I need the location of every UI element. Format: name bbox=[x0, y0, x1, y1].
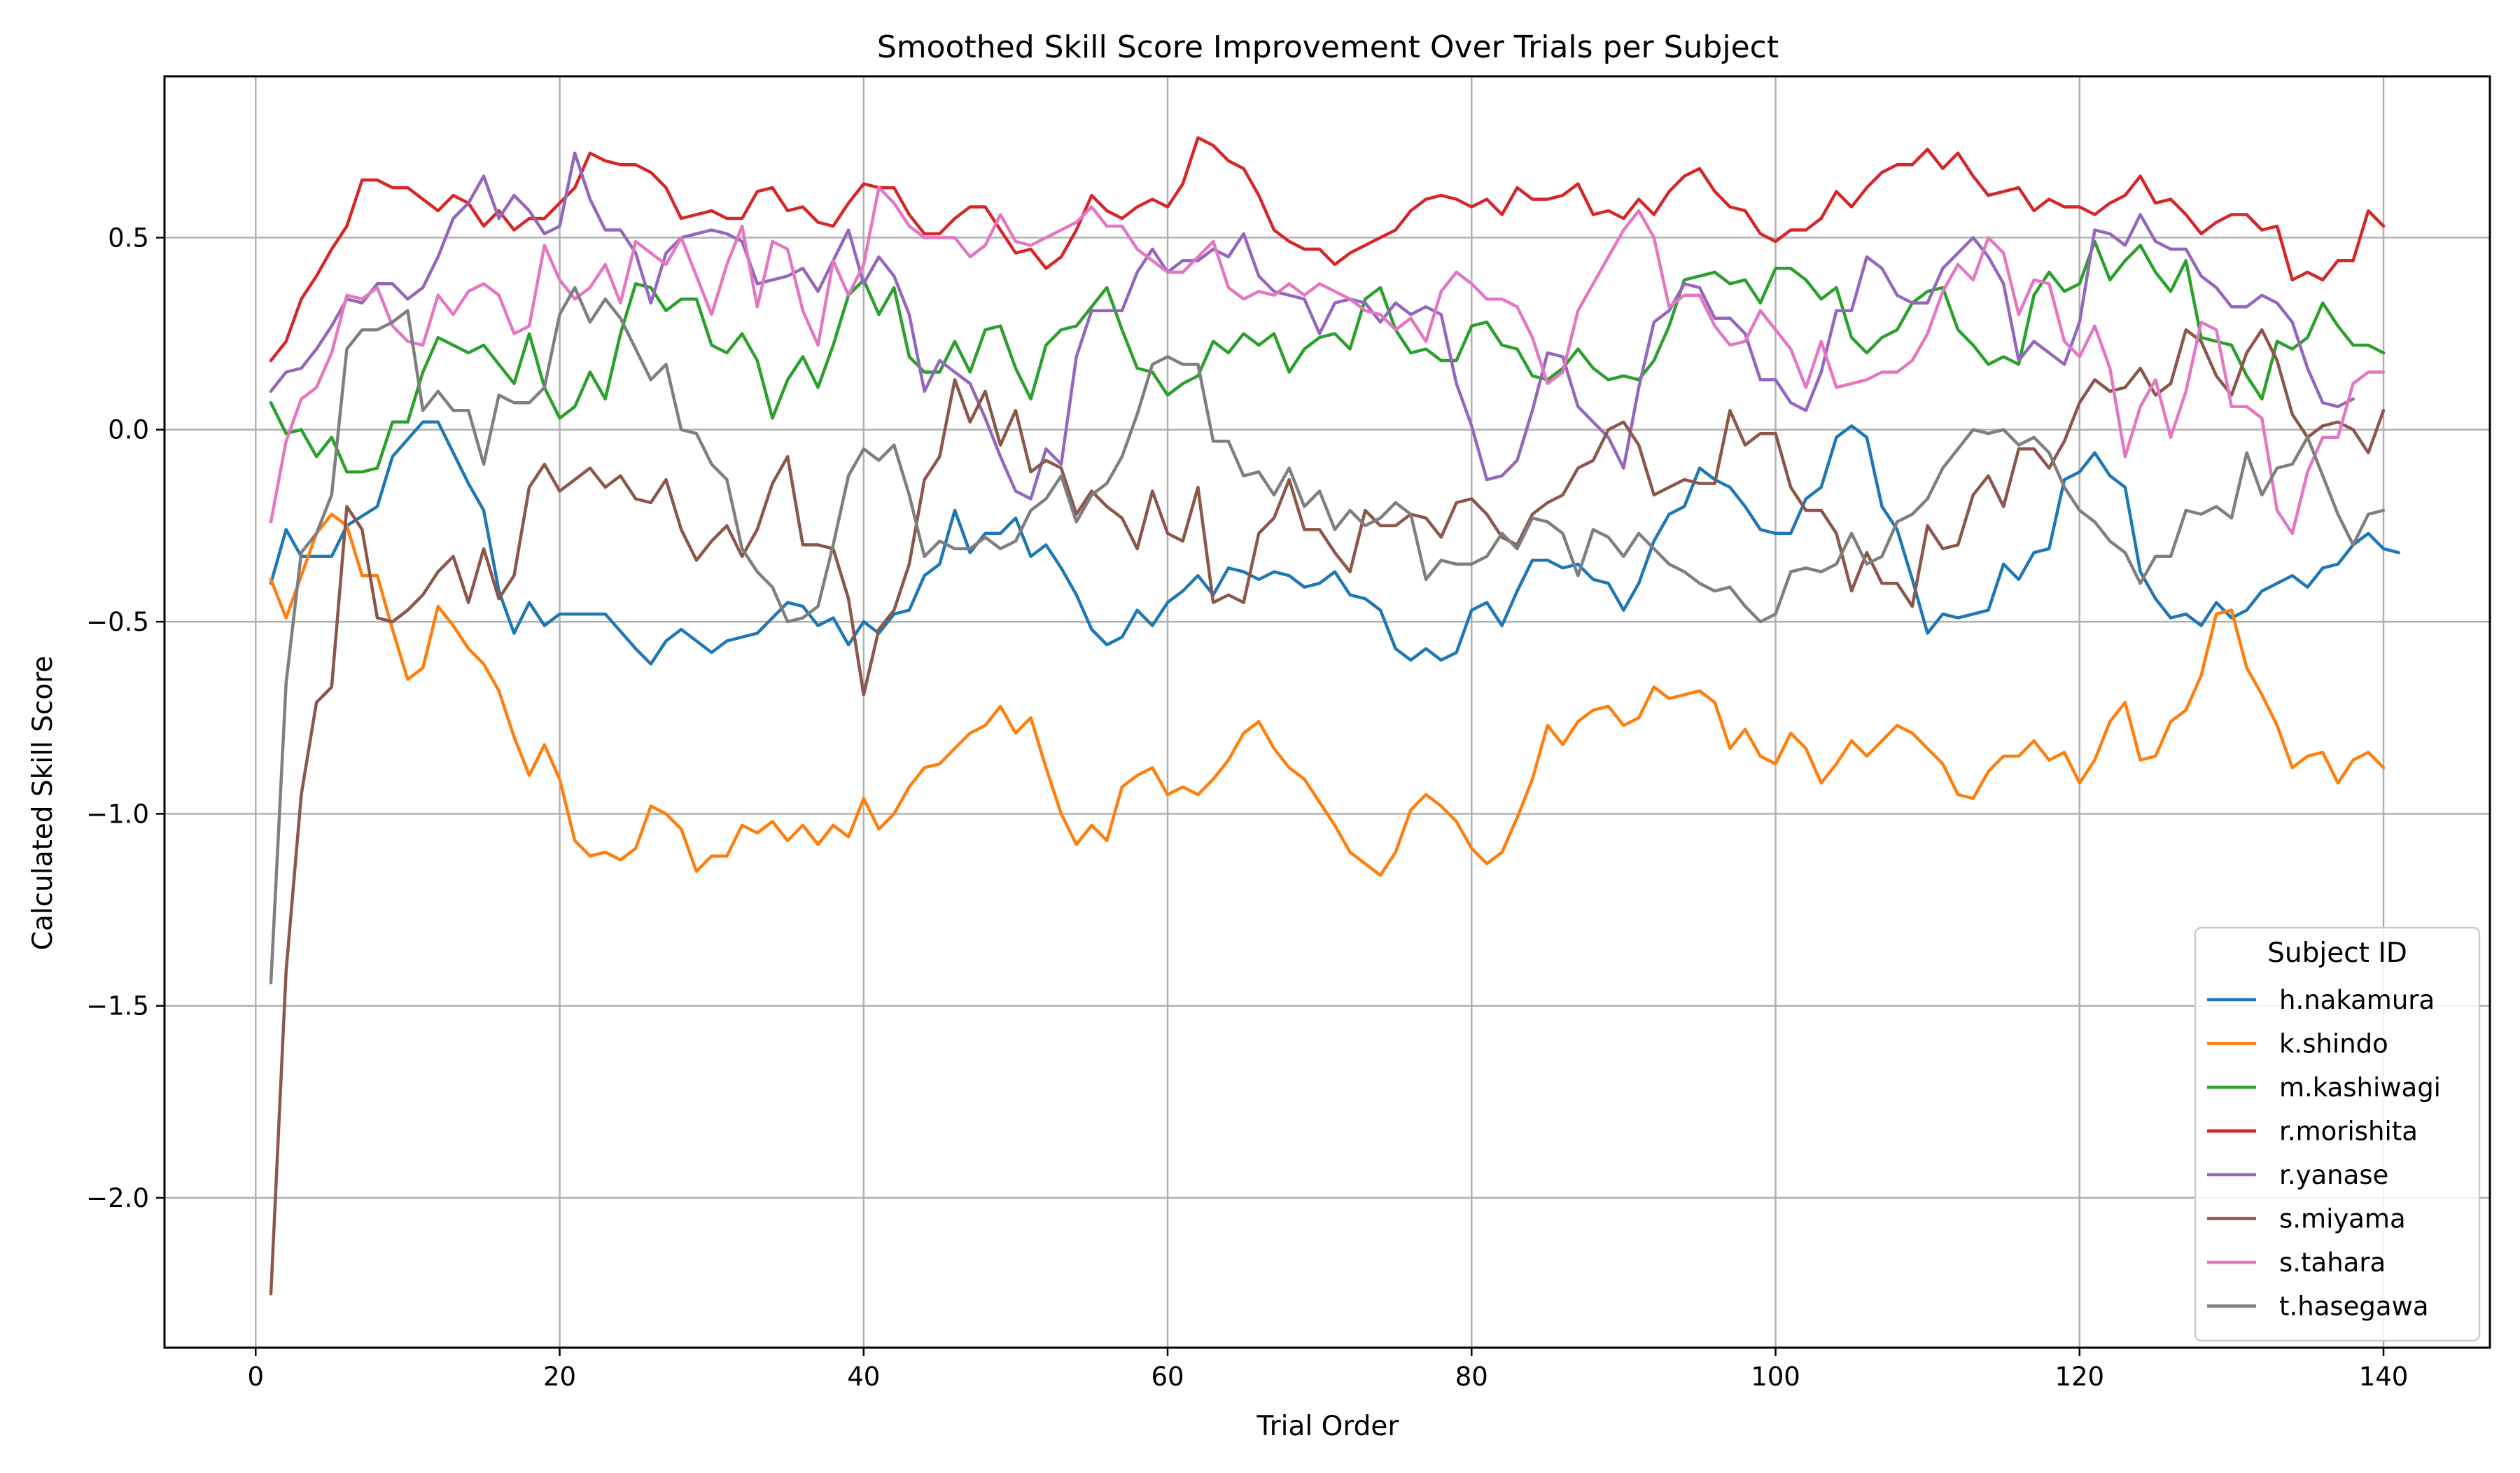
legend-label: s.miyama bbox=[2279, 1204, 2406, 1234]
series-line-k-shindo bbox=[269, 512, 2386, 877]
series-line-r-morishita bbox=[269, 136, 2386, 363]
legend-label: s.tahara bbox=[2279, 1248, 2386, 1278]
x-tick-label: 40 bbox=[847, 1362, 880, 1392]
series-line-t-hasegawa bbox=[269, 286, 2386, 985]
series-line-s-tahara bbox=[269, 186, 2386, 536]
axis-ticks: 0 20 40 60 80 100 120 140 −2.0 −1.5 −1.0 −0.5 0.0 0.5 bbox=[86, 223, 2408, 1392]
legend-label: r.yanase bbox=[2279, 1160, 2388, 1190]
legend-title: Subject ID bbox=[2267, 937, 2407, 969]
legend-label: m.kashiwagi bbox=[2279, 1073, 2441, 1103]
legend-items: h.nakamura k.shindo m.kashiwagi r.morishita… bbox=[2207, 985, 2441, 1322]
axes-frame bbox=[163, 75, 2491, 1349]
x-axis-label: Trial Order bbox=[1256, 1411, 1400, 1442]
y-tick-label: 0.0 bbox=[108, 415, 149, 445]
series-line-h-nakamura bbox=[269, 420, 2400, 666]
x-tick-label: 80 bbox=[1455, 1362, 1488, 1392]
x-tick-label: 20 bbox=[543, 1362, 576, 1392]
y-tick-label: −2.0 bbox=[86, 1183, 149, 1213]
x-tick-label: 120 bbox=[2054, 1362, 2104, 1392]
y-tick-label: −0.5 bbox=[86, 607, 149, 637]
legend-box bbox=[2194, 926, 2481, 1342]
series-lines bbox=[269, 136, 2400, 1296]
x-tick-label: 60 bbox=[1151, 1362, 1184, 1392]
y-tick-label: −1.0 bbox=[86, 799, 149, 829]
x-tick-label: 140 bbox=[2359, 1362, 2409, 1392]
y-tick-label: −1.5 bbox=[86, 991, 149, 1021]
y-tick-label: 0.5 bbox=[108, 223, 149, 253]
x-tick-label: 100 bbox=[1751, 1362, 1800, 1392]
legend: Subject ID h.nakamura k.shindo m.kashiwagi… bbox=[2194, 926, 2481, 1342]
x-tick-label: 0 bbox=[248, 1362, 265, 1392]
legend-label: k.shindo bbox=[2279, 1029, 2388, 1059]
legend-label: r.morishita bbox=[2279, 1117, 2418, 1147]
legend-label: h.nakamura bbox=[2279, 985, 2435, 1015]
legend-label: t.hasegawa bbox=[2279, 1292, 2429, 1322]
series-line-r-yanase bbox=[269, 151, 2355, 501]
chart-title: Smoothed Skill Score Improvement Over Tr… bbox=[877, 29, 1779, 65]
series-line-s-miyama bbox=[269, 328, 2386, 1296]
y-axis-label: Calculated Skill Score bbox=[27, 656, 59, 951]
